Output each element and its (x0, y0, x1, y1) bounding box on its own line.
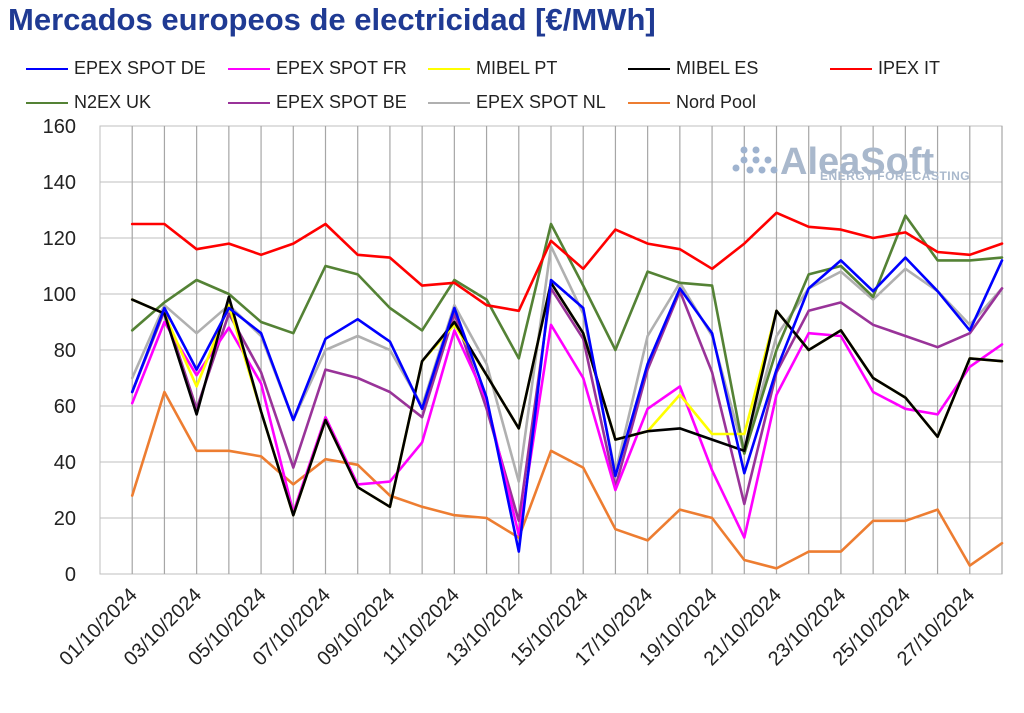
legend-item: EPEX SPOT NL (428, 92, 606, 113)
y-tick-label: 60 (54, 396, 76, 418)
legend-swatch (628, 101, 670, 104)
legend-swatch (228, 101, 270, 104)
legend-label: EPEX SPOT NL (476, 92, 606, 112)
y-tick-label: 100 (43, 284, 76, 306)
legend-item: Nord Pool (628, 92, 756, 113)
legend-label: Nord Pool (676, 92, 757, 112)
y-tick-label: 120 (43, 228, 76, 250)
legend-swatch (428, 101, 470, 104)
y-tick-label: 20 (54, 508, 76, 530)
legend-item: MIBEL ES (628, 58, 758, 79)
watermark-logo-dot (740, 146, 748, 154)
series-line-nord-pool (130, 390, 1004, 570)
legend-label: MIBEL ES (676, 58, 759, 78)
legend: EPEX SPOT DE EPEX SPOT FR MIBEL PT MIBEL ES… (0, 54, 1024, 124)
watermark-logo-dot (746, 166, 754, 174)
legend-swatch (26, 101, 68, 104)
watermark-logo-dot (770, 166, 778, 174)
y-tick-label: 140 (43, 172, 76, 194)
legend-item: EPEX SPOT BE (228, 92, 407, 113)
y-tick-label: 160 (43, 116, 76, 138)
watermark-logo-dot (732, 164, 740, 172)
watermark-logo-dot (752, 156, 760, 164)
watermark-brand: AleaSoft (780, 141, 934, 183)
legend-item: MIBEL PT (428, 58, 557, 79)
series-line-epex-spot-be (130, 287, 1004, 523)
watermark-logo-dot (752, 146, 760, 154)
legend-label: EPEX SPOT FR (276, 58, 407, 78)
legend-swatch (228, 67, 270, 70)
y-tick-label: 40 (54, 452, 76, 474)
legend-swatch (26, 67, 68, 70)
legend-item: EPEX SPOT FR (228, 58, 407, 79)
watermark-tagline: ENERGY FORECASTING (820, 169, 970, 183)
y-tick-label: 80 (54, 340, 76, 362)
legend-item: EPEX SPOT DE (26, 58, 206, 79)
legend-item: N2EX UK (26, 92, 151, 113)
legend-label: MIBEL PT (476, 58, 558, 78)
series-line-ipex-it (130, 211, 1004, 313)
watermark-logo-dot (758, 166, 766, 174)
legend-swatch (830, 67, 872, 70)
series-line-mibel-es (130, 281, 1004, 517)
legend-swatch (428, 67, 470, 70)
watermark-logo-dot (740, 156, 748, 164)
chart-title: Mercados europeos de electricidad [€/MWh… (8, 2, 656, 37)
legend-item: IPEX IT (830, 58, 940, 79)
watermark-logo-dot (764, 156, 772, 164)
legend-swatch (628, 67, 670, 70)
legend-label: N2EX UK (74, 92, 152, 112)
y-tick-label: 0 (65, 564, 76, 586)
series-line-epex-spot-fr (130, 320, 1004, 539)
legend-label: IPEX IT (878, 58, 941, 78)
legend-label: EPEX SPOT DE (74, 58, 206, 78)
series-line-epex-spot-de (130, 256, 1004, 553)
legend-label: EPEX SPOT BE (276, 92, 407, 112)
